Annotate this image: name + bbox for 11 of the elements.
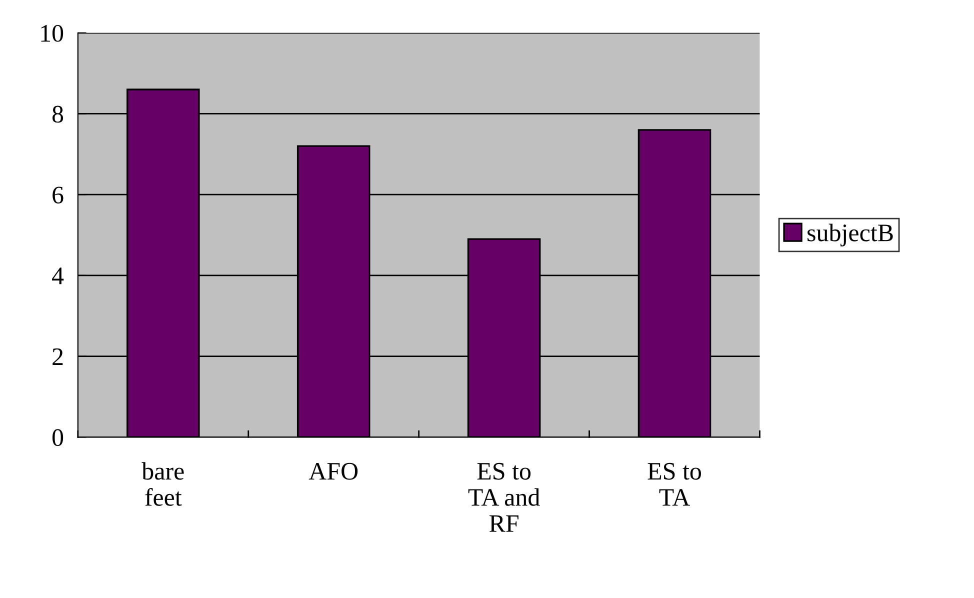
- x-tick-label: ES to TA: [648, 462, 701, 506]
- y-tick-label: 10: [41, 24, 64, 42]
- y-tick-label: 8: [52, 106, 64, 123]
- x-tick-label: ES to TA and RF: [468, 462, 540, 532]
- y-tick-label: 6: [52, 186, 64, 204]
- y-tick-label: 4: [52, 268, 64, 284]
- x-tick-label: bare feet: [142, 462, 184, 506]
- y-tick-label: 2: [52, 348, 63, 365]
- x-tick-label: AFO: [308, 462, 358, 480]
- legend-label: subjectB: [808, 224, 893, 246]
- y-tick-label: 0: [52, 429, 64, 446]
